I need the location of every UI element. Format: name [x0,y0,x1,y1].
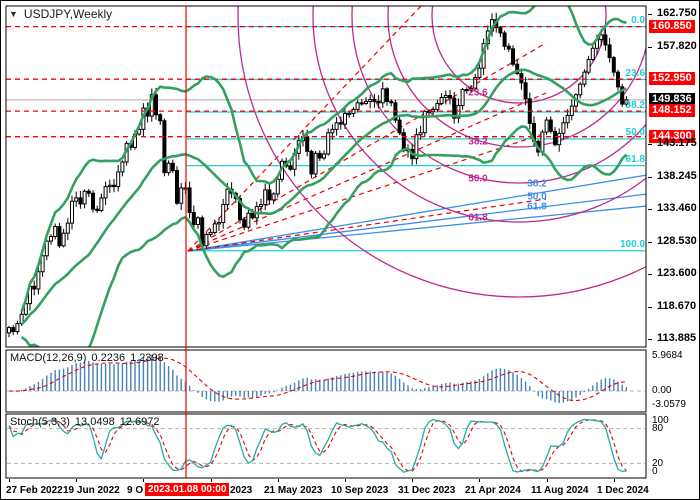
macd-name: MACD(12,26,9) [10,352,87,364]
macd-value-main: 0.2236 [91,352,126,364]
symbol-label: ▼ USDJPY,Weekly [9,7,112,21]
macd-value-signal: 1.2398 [130,352,164,364]
stoch-name: Stoch(5,3,3) [10,416,70,428]
stoch-indicator-label: Stoch(5,3,3) 13.0498 12.6972 [10,416,164,428]
chevron-down-icon[interactable]: ▼ [9,9,18,19]
stoch-value-main: 13.0498 [74,416,115,428]
stoch-value-signal: 12.6972 [119,416,160,428]
symbol-title: USDJPY,Weekly [23,7,113,21]
macd-indicator-label: MACD(12,26,9) 0.2236 1.2398 [10,352,169,364]
